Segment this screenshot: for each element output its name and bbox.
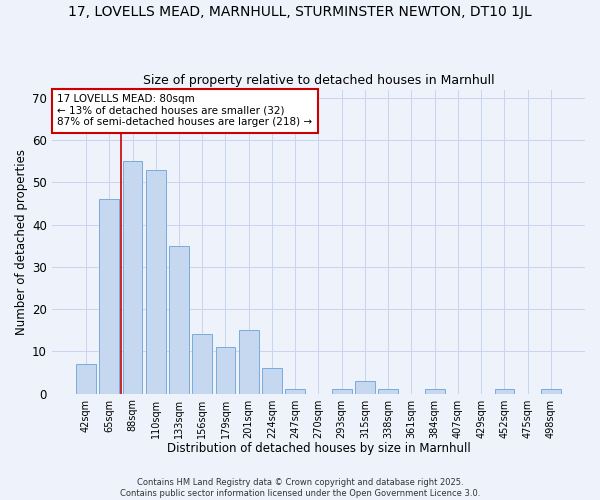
Bar: [286, 390, 305, 394]
Bar: [239, 330, 259, 394]
Y-axis label: Number of detached properties: Number of detached properties: [15, 148, 28, 334]
Bar: [379, 390, 398, 394]
Text: 17, LOVELLS MEAD, MARNHULL, STURMINSTER NEWTON, DT10 1JL: 17, LOVELLS MEAD, MARNHULL, STURMINSTER …: [68, 5, 532, 19]
Bar: [146, 170, 166, 394]
Text: 17 LOVELLS MEAD: 80sqm
← 13% of detached houses are smaller (32)
87% of semi-det: 17 LOVELLS MEAD: 80sqm ← 13% of detached…: [57, 94, 313, 128]
Bar: [122, 162, 142, 394]
Text: Contains HM Land Registry data © Crown copyright and database right 2025.
Contai: Contains HM Land Registry data © Crown c…: [120, 478, 480, 498]
Bar: [100, 200, 119, 394]
Bar: [494, 390, 514, 394]
Title: Size of property relative to detached houses in Marnhull: Size of property relative to detached ho…: [143, 74, 494, 87]
Bar: [425, 390, 445, 394]
Bar: [169, 246, 189, 394]
Bar: [355, 381, 375, 394]
Bar: [332, 390, 352, 394]
Bar: [76, 364, 96, 394]
Bar: [215, 347, 235, 394]
X-axis label: Distribution of detached houses by size in Marnhull: Distribution of detached houses by size …: [167, 442, 470, 455]
Bar: [541, 390, 561, 394]
Bar: [193, 334, 212, 394]
Bar: [262, 368, 282, 394]
